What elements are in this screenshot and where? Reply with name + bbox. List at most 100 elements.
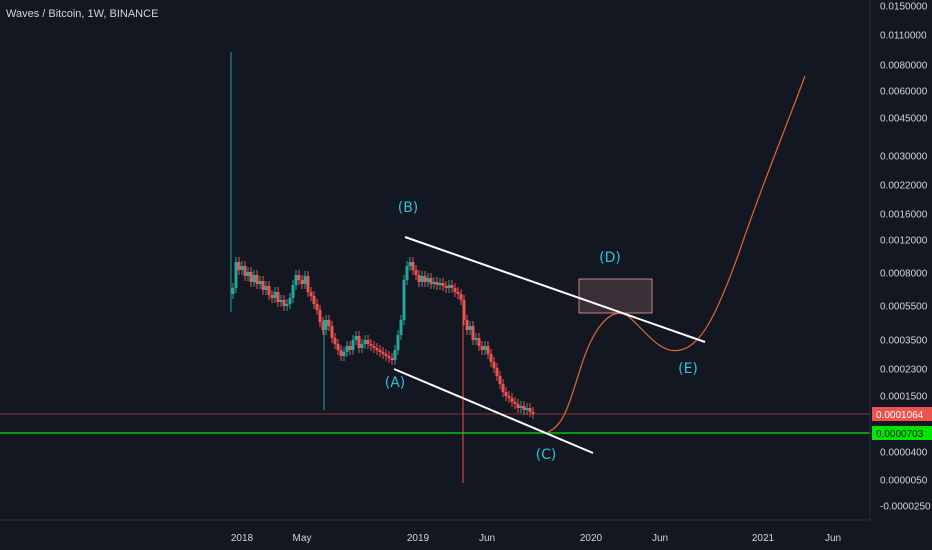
candle-body[interactable]: [354, 336, 358, 340]
candle-body[interactable]: [504, 392, 508, 396]
candle-body[interactable]: [270, 295, 274, 298]
candle-body[interactable]: [444, 286, 448, 288]
candle-body[interactable]: [438, 283, 442, 285]
candle-body[interactable]: [417, 275, 421, 282]
candle-body[interactable]: [531, 412, 535, 414]
candle-body[interactable]: [246, 272, 250, 276]
candle-body[interactable]: [516, 404, 520, 408]
candle-body[interactable]: [261, 281, 265, 290]
candle-body[interactable]: [420, 276, 424, 282]
candle-body[interactable]: [483, 346, 487, 350]
candle-body[interactable]: [522, 406, 526, 410]
candle-body[interactable]: [306, 276, 310, 292]
x-axis-panel[interactable]: [0, 520, 932, 550]
candle-body[interactable]: [525, 408, 529, 410]
candle-body[interactable]: [276, 292, 280, 302]
candle-body[interactable]: [267, 286, 271, 295]
candle-body[interactable]: [297, 275, 301, 280]
projection-path[interactable]: [547, 75, 806, 433]
candle-body[interactable]: [300, 280, 304, 284]
candle-body[interactable]: [243, 266, 247, 276]
candle-body[interactable]: [462, 300, 466, 320]
candle-body[interactable]: [519, 406, 523, 408]
candle-body[interactable]: [231, 288, 235, 294]
candle-body[interactable]: [441, 283, 445, 286]
candle-body[interactable]: [480, 346, 484, 350]
candle-body[interactable]: [282, 300, 286, 306]
candle-body[interactable]: [321, 322, 325, 330]
candle-body[interactable]: [255, 275, 259, 284]
candle-body[interactable]: [429, 278, 433, 284]
candle-body[interactable]: [510, 398, 514, 402]
candle-body[interactable]: [471, 326, 475, 340]
candle-body[interactable]: [252, 275, 256, 282]
candle-body[interactable]: [492, 362, 496, 368]
y-axis-panel[interactable]: [870, 0, 932, 520]
candle-body[interactable]: [264, 286, 268, 290]
candle-body[interactable]: [447, 285, 451, 288]
candle-body[interactable]: [351, 340, 355, 350]
candle-body[interactable]: [396, 335, 400, 350]
candle-body[interactable]: [357, 336, 361, 348]
channel-upper-line[interactable]: [404, 236, 706, 343]
candle-body[interactable]: [345, 346, 349, 352]
candle-body[interactable]: [339, 350, 343, 356]
candle-body[interactable]: [294, 275, 298, 285]
candle-body[interactable]: [390, 358, 394, 360]
candle-body[interactable]: [486, 346, 490, 354]
candle-body[interactable]: [384, 354, 388, 356]
candle-body[interactable]: [234, 262, 238, 288]
candle-body[interactable]: [303, 276, 307, 284]
candle-body[interactable]: [375, 348, 379, 350]
candle-body[interactable]: [405, 266, 409, 280]
candle-body[interactable]: [240, 266, 244, 270]
candle-body[interactable]: [423, 276, 427, 282]
candle-body[interactable]: [435, 282, 439, 285]
candle-body[interactable]: [399, 320, 403, 335]
candle-body[interactable]: [495, 368, 499, 376]
candle-body[interactable]: [288, 298, 292, 304]
candle-body[interactable]: [279, 300, 283, 302]
candle-body[interactable]: [330, 326, 334, 338]
candle-body[interactable]: [459, 294, 463, 300]
target-box[interactable]: [578, 278, 653, 314]
candle-body[interactable]: [360, 344, 364, 348]
candle-body[interactable]: [501, 384, 505, 392]
candle-body[interactable]: [450, 285, 454, 288]
candle-body[interactable]: [411, 262, 415, 270]
plot-area[interactable]: [0, 0, 870, 520]
candle-body[interactable]: [348, 346, 352, 350]
candle-body[interactable]: [312, 296, 316, 304]
candle-body[interactable]: [468, 326, 472, 330]
candle-body[interactable]: [258, 281, 262, 284]
candle-body[interactable]: [507, 396, 511, 398]
candle-body[interactable]: [336, 344, 340, 350]
candle-body[interactable]: [498, 376, 502, 384]
candle-body[interactable]: [366, 340, 370, 344]
candle-body[interactable]: [393, 350, 397, 360]
candle-body[interactable]: [381, 352, 385, 354]
candle-body[interactable]: [456, 292, 460, 294]
candle-body[interactable]: [402, 280, 406, 320]
candle-body[interactable]: [489, 354, 493, 362]
candle-body[interactable]: [249, 272, 253, 282]
candle-body[interactable]: [426, 278, 430, 282]
channel-lower-line[interactable]: [393, 368, 594, 454]
candle-body[interactable]: [408, 262, 412, 266]
candle-body[interactable]: [369, 344, 373, 346]
candle-body[interactable]: [237, 262, 241, 270]
candle-body[interactable]: [324, 320, 328, 330]
candle-body[interactable]: [273, 292, 277, 298]
candle-body[interactable]: [453, 288, 457, 292]
candle-body[interactable]: [387, 356, 391, 358]
candle-body[interactable]: [465, 320, 469, 330]
candle-body[interactable]: [318, 310, 322, 322]
candle-body[interactable]: [327, 320, 331, 326]
candle-body[interactable]: [528, 408, 532, 412]
candle-body[interactable]: [315, 304, 319, 310]
candle-body[interactable]: [291, 285, 295, 298]
candle-body[interactable]: [432, 282, 436, 284]
candle-body[interactable]: [474, 338, 478, 340]
